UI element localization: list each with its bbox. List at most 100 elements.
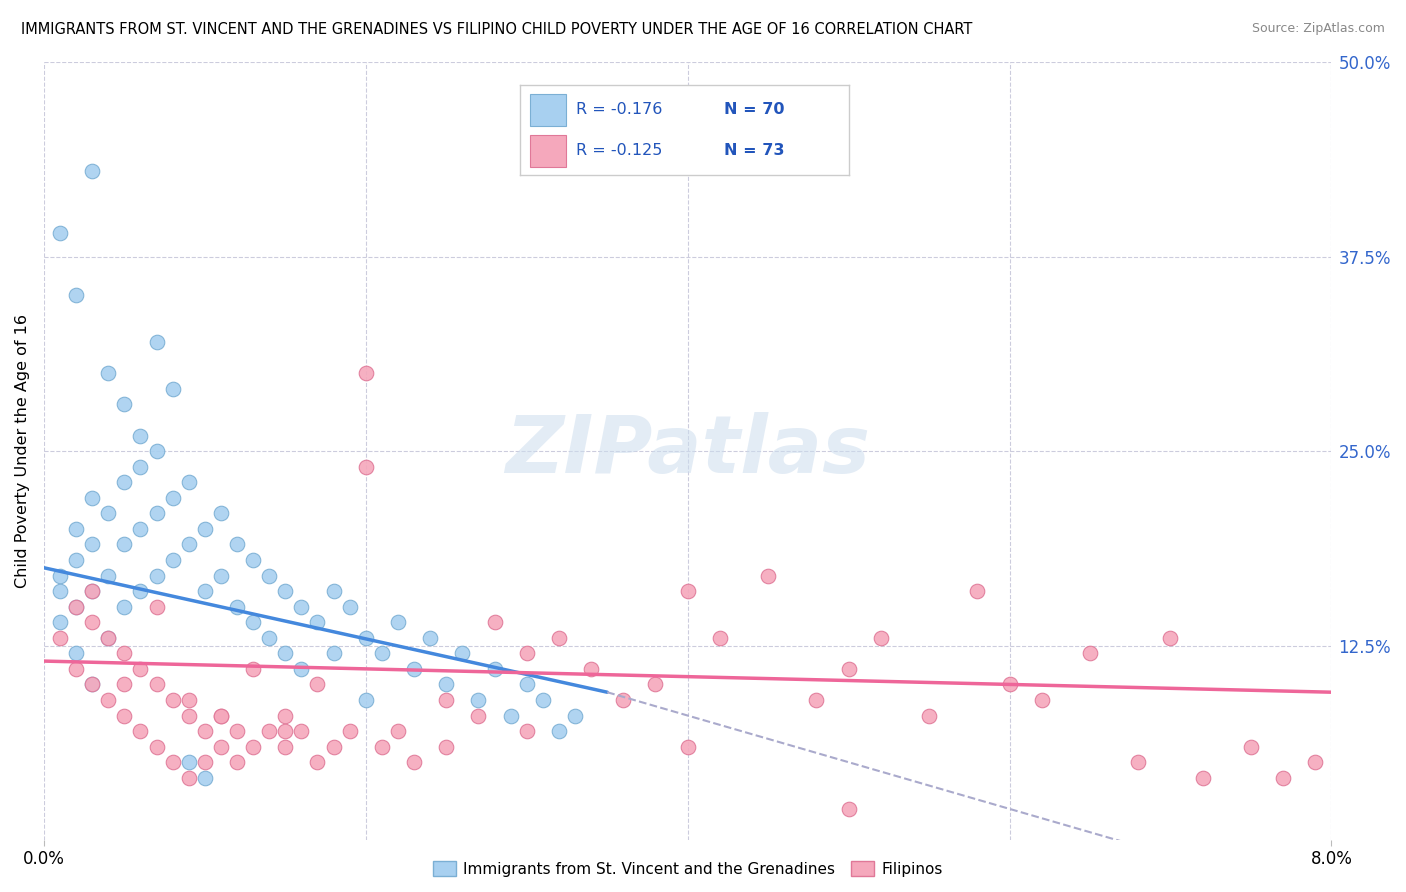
Point [97,568,120,582]
Point [242,739,264,754]
Point [290,599,312,614]
Legend: Immigrants from St. Vincent and the Grenadines, Filipinos: Immigrants from St. Vincent and the Gren… [426,855,949,883]
Text: IMMIGRANTS FROM ST. VINCENT AND THE GRENADINES VS FILIPINO CHILD POVERTY UNDER T: IMMIGRANTS FROM ST. VINCENT AND THE GREN… [21,22,973,37]
Point [194,755,217,769]
Point [194,724,217,739]
Point [402,662,425,676]
Point [49,227,72,241]
Point [65,522,87,536]
Y-axis label: Child Poverty Under the Age of 16: Child Poverty Under the Age of 16 [15,314,30,588]
Point [434,739,457,754]
Point [82,537,104,551]
Point [531,693,554,707]
Point [82,584,104,599]
Point [307,615,329,630]
Point [112,537,135,551]
Point [162,553,184,567]
Point [274,739,297,754]
Point [484,615,506,630]
Point [676,739,699,754]
Point [354,631,377,645]
Point [49,568,72,582]
Point [82,677,104,691]
Point [274,708,297,723]
Point [371,646,394,660]
Point [1240,739,1263,754]
Point [484,662,506,676]
Point [467,693,489,707]
Point [177,708,200,723]
Point [257,631,280,645]
Point [177,771,200,785]
Point [145,444,167,458]
Point [307,755,329,769]
Point [564,708,586,723]
Point [354,459,377,474]
Point [97,506,120,520]
Point [290,724,312,739]
Point [65,599,87,614]
Point [1272,771,1295,785]
Point [162,755,184,769]
Point [209,708,232,723]
Point [145,677,167,691]
Point [1159,631,1181,645]
Point [145,506,167,520]
Point [307,677,329,691]
Point [516,724,538,739]
Point [177,537,200,551]
Point [516,677,538,691]
Point [177,755,200,769]
Point [354,366,377,380]
Point [82,615,104,630]
Point [579,662,602,676]
Point [112,397,135,411]
Point [194,771,217,785]
Point [112,475,135,490]
Point [97,366,120,380]
Point [177,475,200,490]
Point [82,491,104,505]
Point [242,662,264,676]
Point [129,428,152,442]
Point [1128,755,1150,769]
Point [516,646,538,660]
Point [257,568,280,582]
Point [322,584,344,599]
Point [145,335,167,350]
Point [145,739,167,754]
Point [451,646,474,660]
Point [112,708,135,723]
Point [65,288,87,302]
Point [274,646,297,660]
Point [209,708,232,723]
Point [112,646,135,660]
Point [82,164,104,178]
Point [97,693,120,707]
Point [226,724,249,739]
Point [339,599,361,614]
Point [65,553,87,567]
Point [548,631,571,645]
Point [1078,646,1101,660]
Point [226,755,249,769]
Point [49,615,72,630]
Point [129,662,152,676]
Point [209,506,232,520]
Point [257,724,280,739]
Point [97,631,120,645]
Point [129,724,152,739]
Point [756,568,779,582]
Point [194,522,217,536]
Point [806,693,828,707]
Point [129,459,152,474]
Point [612,693,634,707]
Text: ZIPatlas: ZIPatlas [505,412,870,490]
Point [434,693,457,707]
Point [869,631,891,645]
Point [145,599,167,614]
Point [226,537,249,551]
Point [209,739,232,754]
Point [322,646,344,660]
Point [65,662,87,676]
